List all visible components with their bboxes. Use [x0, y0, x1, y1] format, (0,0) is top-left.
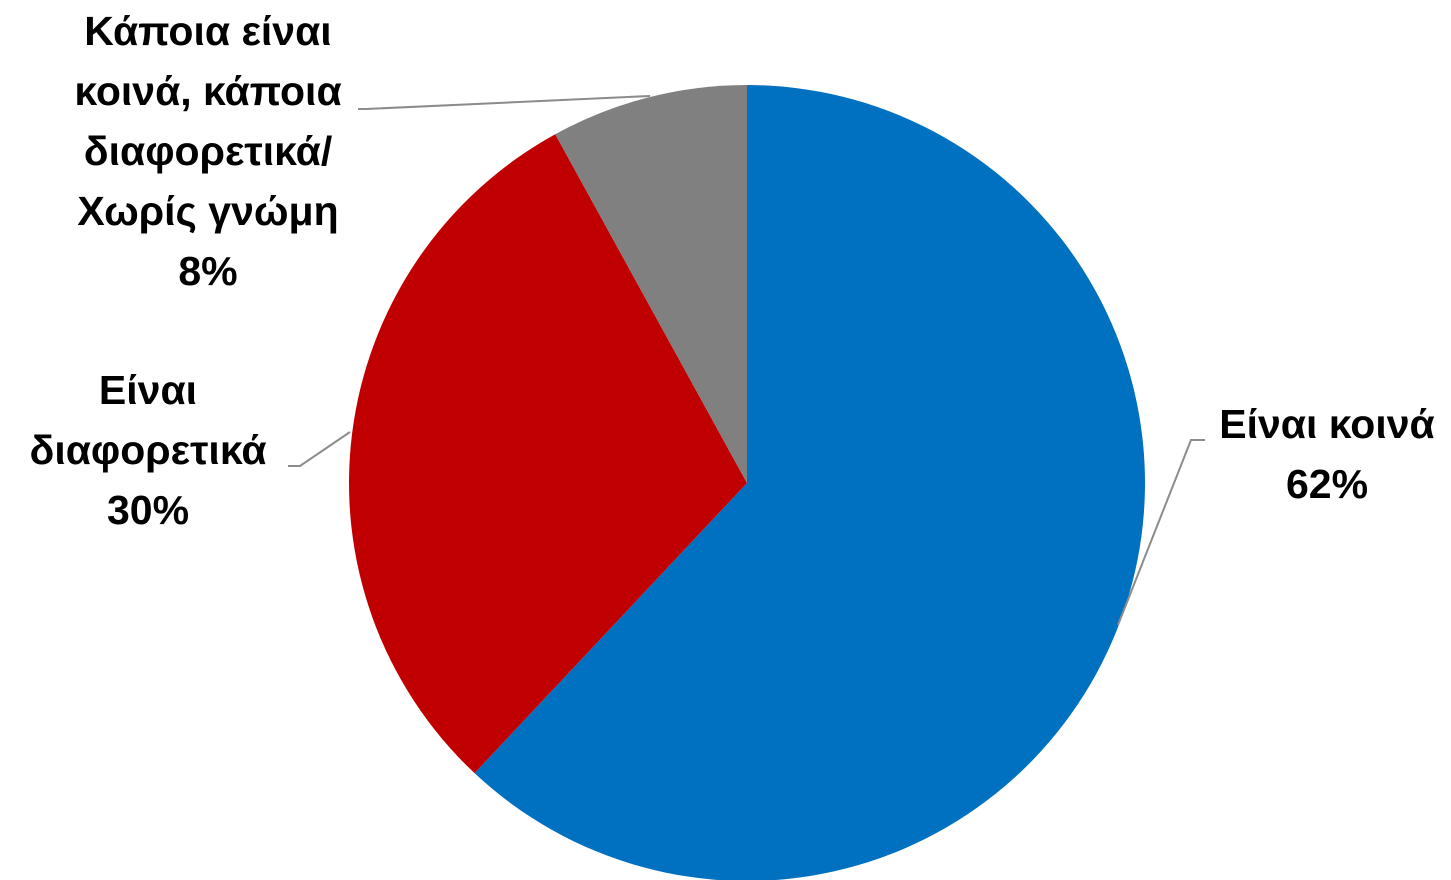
data-label-3-line-5: 8% — [178, 248, 237, 294]
data-label-1-line-2: 62% — [1286, 461, 1368, 507]
data-label-2-line-1: Είναι — [99, 367, 197, 413]
data-label-3-line-2: κοινά, κάποια — [74, 68, 341, 114]
leader-lines-layer — [288, 95, 1205, 626]
pie-slice-2 — [348, 134, 747, 774]
data-label-3-line-3: διαφορετικά/ — [84, 128, 332, 174]
data-label-3: Κάποια είναι κοινά, κάποια διαφορετικά/Χωρ… — [74, 8, 341, 294]
data-label-3-line-1: Κάποια είναι — [84, 8, 331, 54]
data-label-2: Είναι διαφορετικά 30% — [29, 367, 266, 533]
data-labels-layer: Είναι κοινά 62% Είναι διαφορετικά 30% Κάποια … — [29, 8, 1434, 533]
pie-slice-3 — [555, 85, 747, 483]
data-label-1: Είναι κοινά 62% — [1219, 401, 1434, 507]
leader-line-2 — [288, 431, 351, 467]
pie-slice-1 — [474, 85, 1145, 880]
data-label-2-line-2: διαφορετικά — [29, 427, 266, 473]
leader-line-1 — [1117, 439, 1205, 626]
data-label-1-line-1: Είναι κοινά — [1219, 401, 1434, 447]
leader-line-3 — [358, 95, 651, 110]
data-label-3-line-4: Χωρίς γνώμη — [77, 188, 338, 234]
slices-layer — [348, 85, 1145, 880]
data-label-2-line-3: 30% — [107, 487, 189, 533]
